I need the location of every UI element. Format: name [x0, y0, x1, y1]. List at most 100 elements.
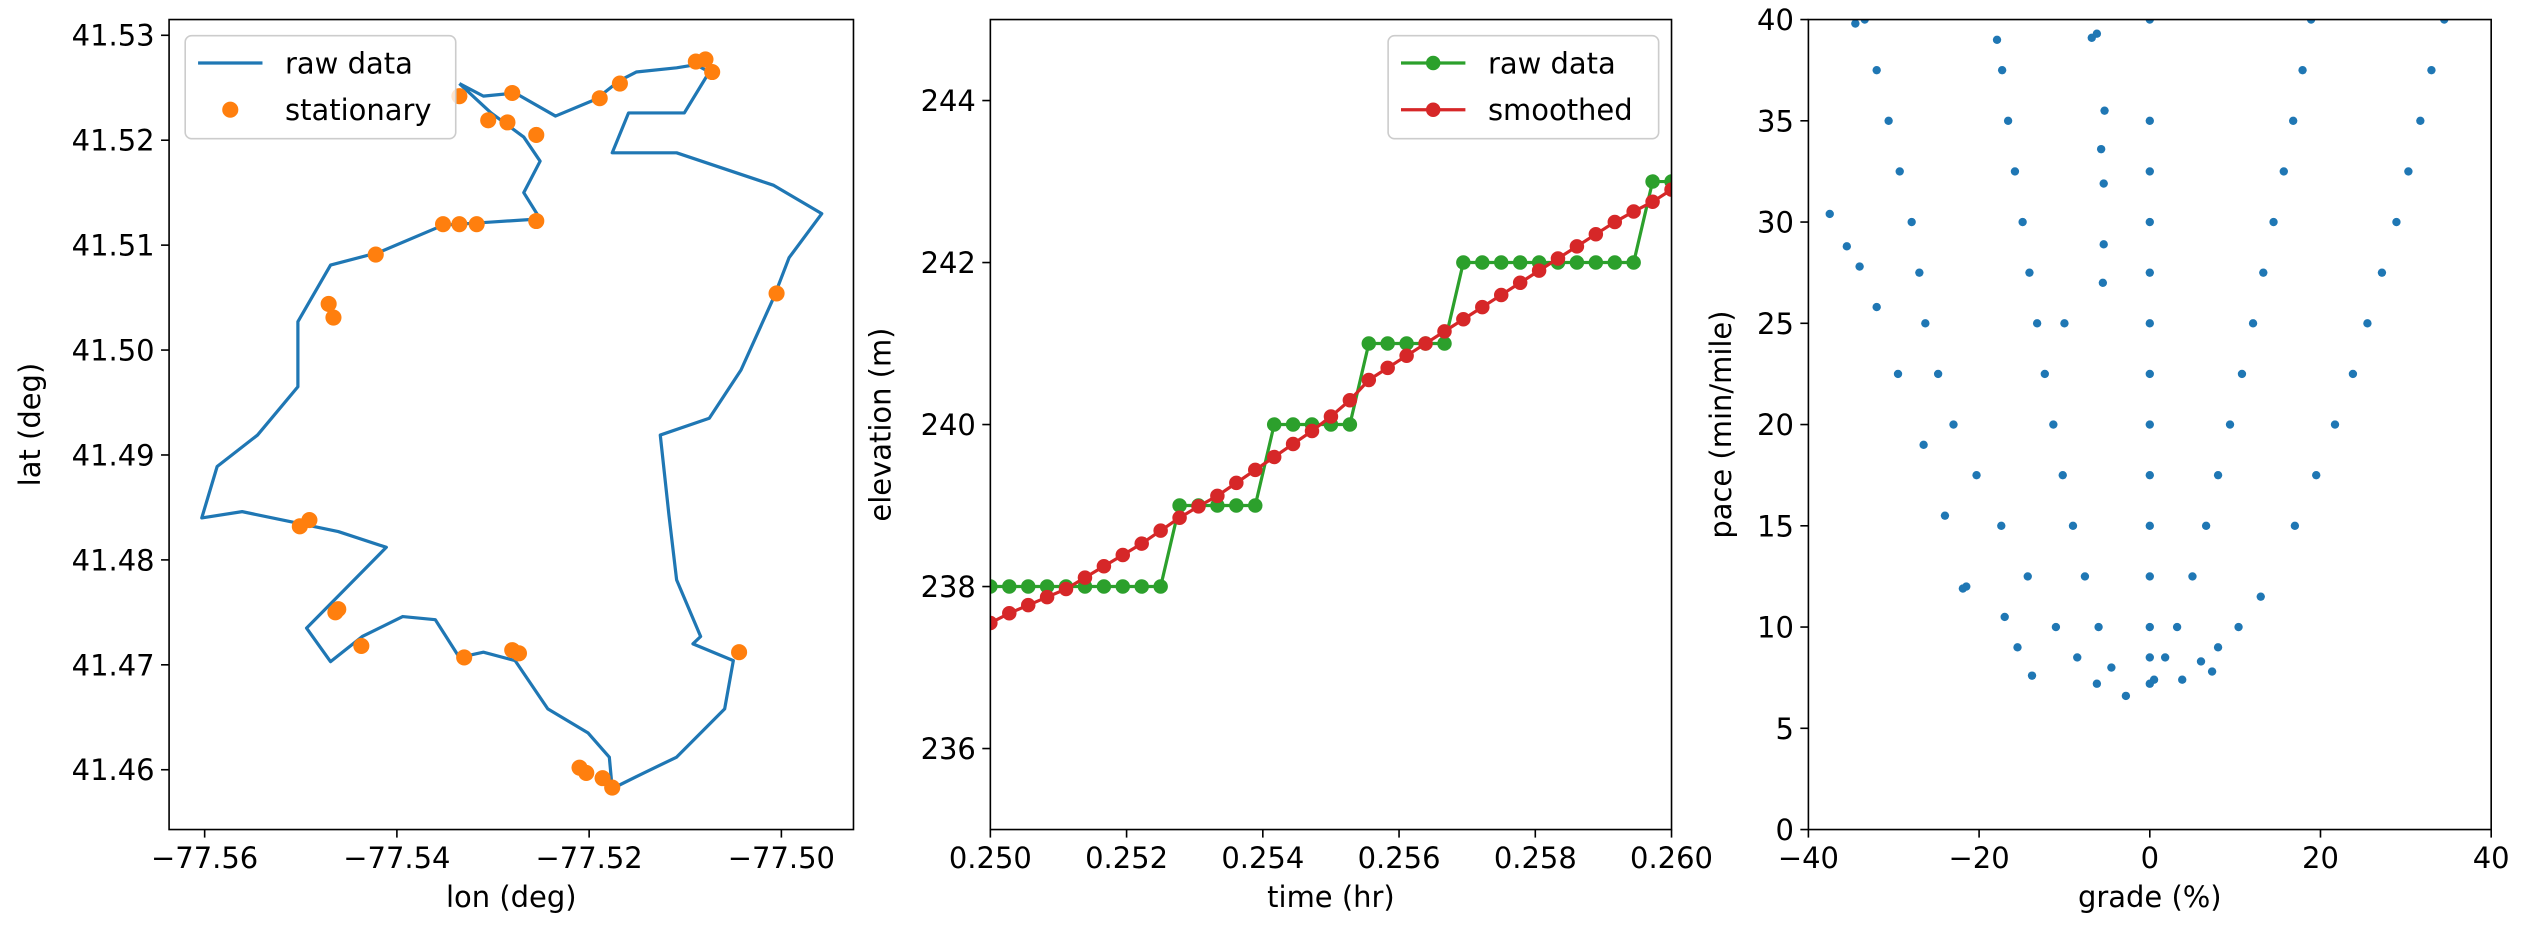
marker	[1842, 242, 1851, 251]
marker	[1342, 417, 1358, 432]
axes-frame	[168, 18, 855, 831]
marker	[2145, 521, 2154, 530]
marker	[1285, 436, 1301, 452]
marker	[468, 216, 485, 233]
marker	[1115, 579, 1131, 594]
marker	[1933, 369, 1943, 379]
marker	[2145, 679, 2154, 688]
marker	[1437, 336, 1452, 351]
marker	[990, 579, 998, 594]
marker	[1872, 302, 1881, 312]
marker	[1872, 65, 1881, 75]
marker	[1512, 255, 1528, 270]
marker	[2178, 675, 2187, 684]
marker	[2196, 657, 2206, 666]
marker	[1456, 312, 1471, 327]
marker	[2080, 572, 2090, 581]
marker	[2348, 369, 2358, 379]
marker	[528, 212, 545, 230]
marker	[2404, 167, 2413, 176]
marker	[504, 84, 521, 102]
marker	[768, 285, 785, 302]
marker	[1418, 336, 1433, 351]
marker	[2259, 268, 2268, 277]
x-tick-label: 20	[2302, 841, 2339, 875]
marker	[1645, 174, 1660, 189]
legend-marker	[1425, 102, 1441, 117]
x-tick-label: −77.50	[728, 841, 835, 875]
marker	[2427, 65, 2436, 75]
marker	[2290, 521, 2300, 530]
marker	[2023, 572, 2032, 581]
plot-area	[990, 174, 1672, 631]
marker	[2330, 420, 2340, 429]
marker	[2145, 369, 2154, 379]
marker	[2416, 116, 2425, 125]
marker	[1115, 547, 1131, 563]
marker	[704, 63, 721, 81]
marker	[2145, 572, 2154, 581]
legend-label: smoothed	[1488, 93, 1633, 127]
marker	[1940, 511, 1950, 520]
marker	[2207, 667, 2217, 676]
marker	[1907, 217, 1916, 227]
marker	[2392, 217, 2401, 227]
x-tick-label: 0.258	[1494, 841, 1577, 875]
marker	[2188, 572, 2197, 581]
y-tick-label: 41.46	[72, 753, 155, 787]
marker	[1096, 559, 1112, 574]
y-tick-label: 20	[1757, 408, 1794, 442]
marker	[2213, 643, 2223, 652]
legend-marker	[222, 101, 239, 118]
x-axis-label: time (hr)	[1267, 880, 1395, 914]
marker	[2092, 29, 2102, 38]
marker	[330, 601, 347, 618]
marker	[604, 779, 621, 796]
marker	[325, 309, 342, 326]
y-tick-label: 30	[1757, 206, 1794, 240]
marker	[1172, 510, 1187, 525]
marker	[2288, 116, 2298, 125]
marker	[2145, 420, 2154, 429]
marker	[1058, 581, 1074, 597]
marker	[2099, 179, 2108, 188]
marker	[1825, 209, 1834, 219]
marker	[1493, 287, 1509, 303]
marker	[1153, 579, 1168, 594]
y-tick-label: 40	[1757, 3, 1794, 37]
marker	[2092, 679, 2102, 688]
marker	[1399, 348, 1414, 363]
marker	[1607, 214, 1623, 230]
marker	[2032, 319, 2042, 328]
marker	[1972, 470, 1981, 480]
y-tick-label: 41.53	[72, 19, 155, 53]
marker	[1512, 275, 1528, 291]
y-tick-label: 240	[921, 408, 976, 442]
marker	[731, 644, 748, 661]
y-tick-label: 41.49	[72, 438, 155, 472]
marker	[1997, 521, 2006, 530]
marker	[2145, 622, 2154, 632]
marker	[480, 112, 497, 129]
marker	[1399, 336, 1414, 351]
x-tick-label: 0.252	[1085, 841, 1168, 875]
y-tick-label: 41.51	[72, 229, 155, 263]
x-tick-label: 0	[2141, 841, 2159, 875]
marker	[456, 649, 473, 666]
marker	[367, 246, 384, 263]
y-tick-label: 236	[921, 732, 976, 766]
marker	[1588, 255, 1604, 270]
marker	[1134, 579, 1149, 594]
marker	[1248, 462, 1263, 478]
marker	[2003, 116, 2013, 125]
marker	[1921, 319, 1930, 328]
marker	[1342, 393, 1358, 408]
x-tick-label: 0.260	[1630, 841, 1713, 875]
marker	[499, 114, 516, 131]
marker	[1475, 255, 1490, 270]
marker	[591, 90, 608, 107]
x-axis-label: lon (deg)	[446, 880, 577, 914]
marker	[2269, 217, 2278, 227]
marker	[1229, 475, 1244, 491]
